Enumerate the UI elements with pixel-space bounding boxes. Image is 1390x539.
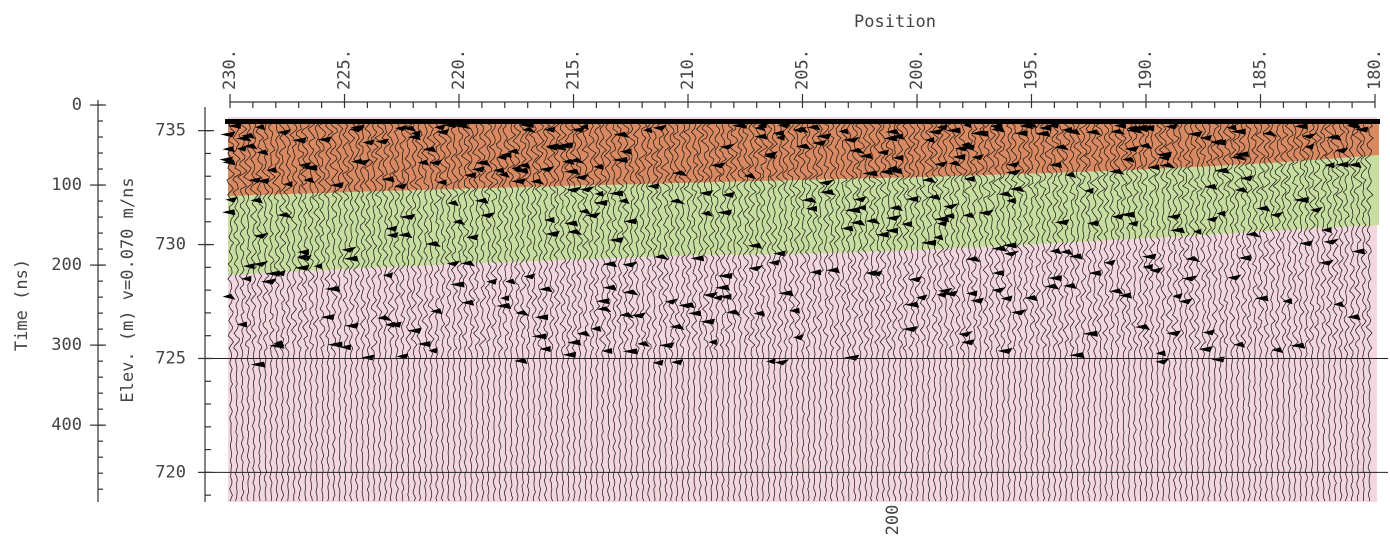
x-tick-label: 180. [1365,49,1385,90]
x-tick-label: 230. [220,49,240,90]
x-tick-label: 225. [335,49,355,90]
y2-tick-label: 730 [155,235,186,255]
x-tick-label: 210. [678,49,698,90]
y2-tick-label: 720 [155,462,186,482]
chart: Position Time (ns) Elev. (m) v=0.070 m/n… [0,0,1390,539]
y-tick-label: 200 [51,255,82,275]
x-tick-label: 205. [793,49,813,90]
x-tick-label: 185. [1251,49,1271,90]
top-band [225,119,1380,124]
plot-area [219,117,1380,502]
x-tick-label: 190. [1136,49,1156,90]
y-tick-label: 400 [51,415,82,435]
x-axis-title: Position [854,12,936,32]
y2-tick-label: 725 [155,348,186,368]
y2-axis-title: Elev. (m) v=0.070 m/ns [118,177,138,402]
x-tick-label: 215. [564,49,584,90]
x-tick-label: 195. [1022,49,1042,90]
y-axis-title: Time (ns) [12,259,32,351]
x-tick-label: 200. [907,49,927,90]
y-tick-label: 300 [51,335,82,355]
annotation: 200 [883,505,903,536]
x-tick-label: 220. [449,49,469,90]
y-tick-label: 0 [72,95,82,115]
y2-tick-label: 735 [155,121,186,141]
y-tick-label: 100 [51,175,82,195]
